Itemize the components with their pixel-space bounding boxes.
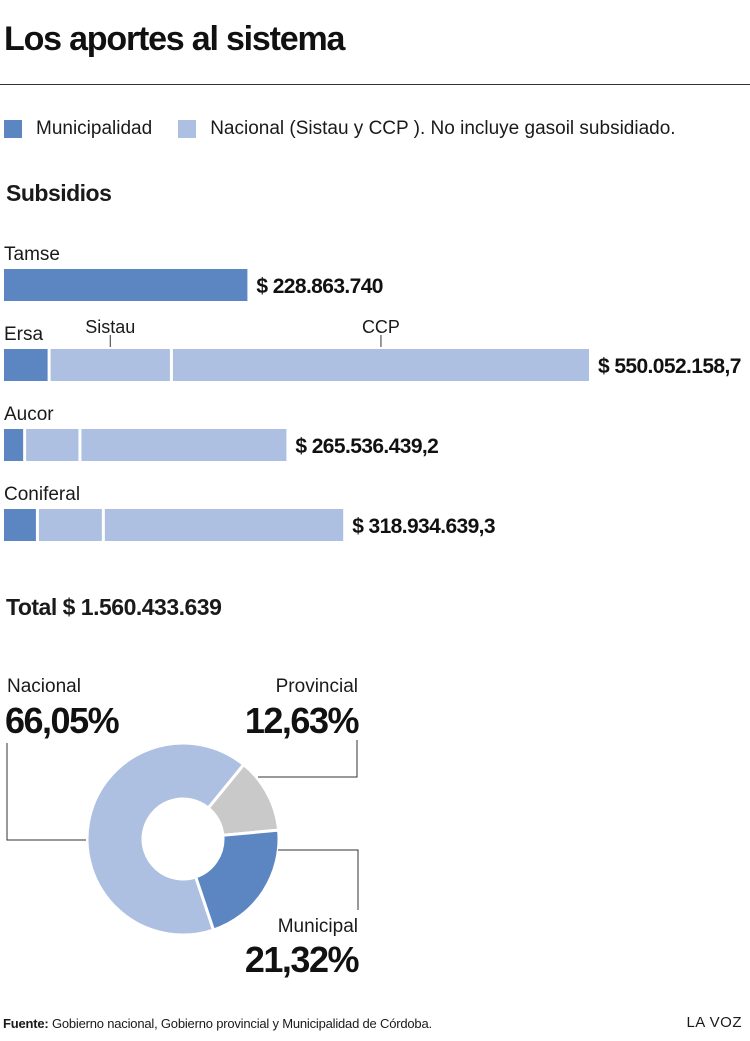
title-divider xyxy=(0,84,750,85)
bar-segment-sistau xyxy=(38,509,102,541)
donut-value-nacional: 66,05% xyxy=(5,700,120,741)
donut-value-municipal: 21,32% xyxy=(245,939,360,980)
bar-chart: Tamse $ 228.863.740 Ersa $ 550.052.158,7 Sis… xyxy=(4,244,741,541)
donut-slice-municipal xyxy=(193,828,281,932)
bar-category-label: Coniferal xyxy=(4,484,80,505)
legend-swatch-nacional xyxy=(178,120,197,138)
bar-value-label: $ 550.052.158,7 xyxy=(598,355,741,378)
legend-swatch-municipal xyxy=(4,120,22,138)
bar-segment-ccp xyxy=(104,509,344,541)
legend-item-nacional: Nacional (Sistau y CCP ). No incluye gas… xyxy=(178,118,676,140)
bar-segment-municipal xyxy=(4,509,36,541)
donut-name-nacional: Nacional xyxy=(7,676,81,697)
bar-category-label: Ersa xyxy=(4,324,44,345)
segment-label-sistau: Sistau xyxy=(85,317,135,337)
leader-line-municipal xyxy=(278,849,359,910)
bar-segment-sistau xyxy=(50,349,170,381)
leader-line-nacional xyxy=(6,743,86,841)
source-note: Fuente: Gobierno nacional, Gobierno prov… xyxy=(3,1016,432,1031)
bar-segment-ccp xyxy=(81,429,287,461)
bar-segment-ccp xyxy=(172,349,589,381)
bar-value-label: $ 228.863.740 xyxy=(256,275,383,298)
donut-slice-nacional xyxy=(85,741,246,937)
donut-value-provincial: 12,63% xyxy=(245,700,360,741)
bar-category-label: Tamse xyxy=(4,244,60,265)
leader-line-provincial xyxy=(258,740,358,778)
source-text: Gobierno nacional, Gobierno provincial y… xyxy=(48,1016,432,1031)
bar-segment-sistau xyxy=(26,429,79,461)
brand-logo: LA VOZ xyxy=(686,1014,742,1031)
bar-value-label: $ 265.536.439,2 xyxy=(295,435,438,458)
bar-category-label: Aucor xyxy=(4,404,54,425)
page-title: Los aportes al sistema xyxy=(4,20,345,58)
bar-value-label: $ 318.934.639,3 xyxy=(352,515,495,538)
legend-label-nacional: Nacional (Sistau y CCP ). No incluye gas… xyxy=(210,118,676,139)
total-label: Total $ 1.560.433.639 xyxy=(6,594,222,620)
bar-segment-municipal xyxy=(4,429,24,461)
subsidies-heading: Subsidios xyxy=(6,180,112,206)
legend: Municipalidad Nacional (Sistau y CCP ). … xyxy=(4,118,702,140)
donut-name-provincial: Provincial xyxy=(276,676,358,697)
legend-label-municipal: Municipalidad xyxy=(36,118,153,139)
segment-label-ccp: CCP xyxy=(362,317,400,337)
legend-item-municipal: Municipalidad xyxy=(4,118,152,140)
bar-segment-municipal xyxy=(4,269,248,301)
source-label: Fuente: xyxy=(3,1016,49,1031)
donut-name-municipal: Municipal xyxy=(278,916,358,937)
bar-segment-municipal xyxy=(4,349,48,381)
